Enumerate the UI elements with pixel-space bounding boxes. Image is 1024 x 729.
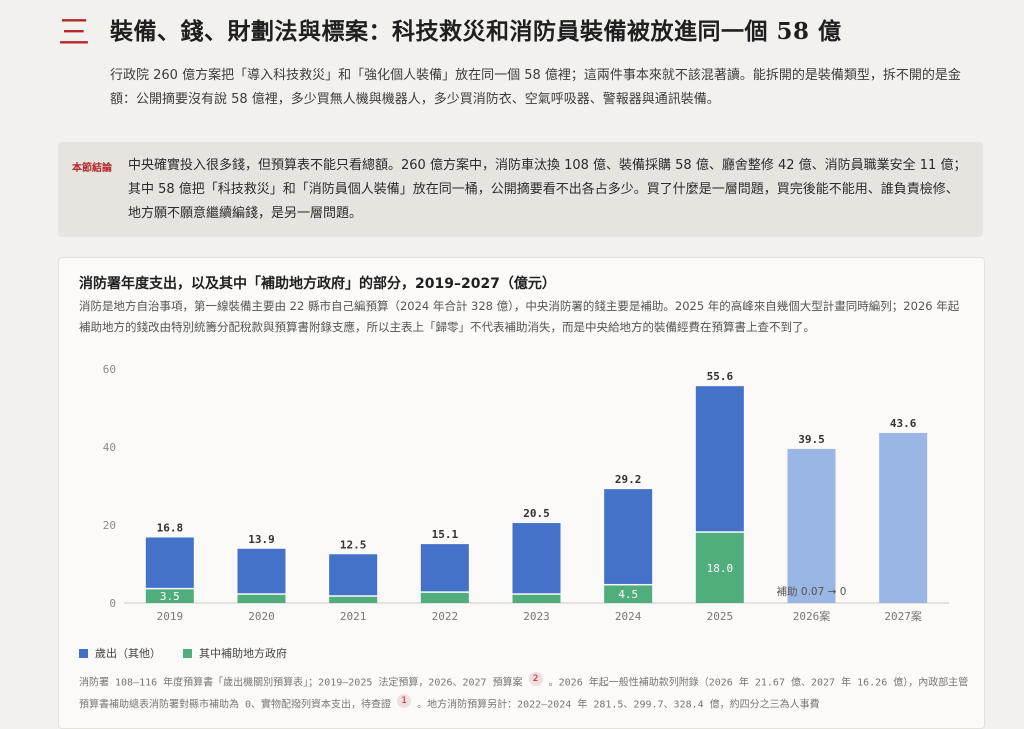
section-number: 三: [58, 13, 91, 51]
bar-subsidy: [695, 532, 744, 603]
bar-projected: [879, 432, 928, 603]
section-header: 三 裝備、錢、財劃法與標案：科技救災和消防員裝備被放進同一個 58 億: [58, 12, 842, 52]
legend-swatch-other: [79, 648, 88, 658]
bar-other: [420, 544, 469, 592]
source-text-1: 消防署 108–116 年度預算書「歲出機關別預算表」；2019–2025 法定…: [79, 677, 523, 689]
bar-other: [145, 537, 194, 588]
summary-text: 中央確實投入很多錢，但預算表不能只看總額。260 億方案中，消防車汰換 108 …: [128, 158, 967, 221]
bar-other: [237, 548, 286, 594]
chart-card: 消防署年度支出，以及其中「補助地方政府」的部分，2019–2027（億元） 消防…: [58, 257, 985, 729]
subsidy-value-label: 3.5: [160, 590, 180, 603]
y-tick-label: 60: [103, 363, 116, 376]
legend-item-subsidy: 其中補助地方政府: [183, 645, 287, 661]
total-value-label: 29.2: [615, 473, 642, 486]
summary-box: 本節結論 中央確實投入很多錢，但預算表不能只看總額。260 億方案中，消防車汰換…: [58, 142, 983, 237]
total-value-label: 12.5: [340, 538, 367, 551]
footnote-ref-1[interactable]: 1: [397, 694, 412, 709]
bar-subsidy: [420, 592, 469, 603]
x-tick-label: 2023: [523, 610, 550, 623]
total-value-label: 55.6: [707, 370, 734, 383]
bar-subsidy: [145, 589, 194, 603]
bar-other: [695, 386, 744, 532]
x-tick-label: 2026案: [793, 609, 831, 623]
y-tick-label: 40: [103, 441, 116, 454]
bar-subsidy: [329, 596, 378, 603]
x-tick-label: 2024: [615, 610, 642, 623]
total-value-label: 15.1: [432, 528, 459, 541]
x-tick-label: 2021: [340, 610, 367, 623]
y-tick-label: 20: [103, 519, 116, 532]
subsidy-annotation: 補助 0.07 → 0: [777, 585, 847, 598]
y-tick-label: 0: [109, 597, 116, 610]
summary-tag: 本節結論: [72, 163, 112, 174]
subsidy-value-label: 4.5: [618, 588, 638, 601]
total-value-label: 20.5: [523, 507, 550, 520]
total-value-label: 43.6: [890, 417, 917, 430]
x-tick-label: 2022: [432, 610, 459, 623]
bar-other: [329, 554, 378, 596]
bar-subsidy: [512, 594, 561, 603]
x-tick-label: 2020: [248, 610, 275, 623]
total-value-label: 16.8: [157, 521, 184, 534]
footnote-ref-2[interactable]: 2: [528, 672, 543, 686]
bar-projected: [787, 448, 836, 603]
legend-label-subsidy: 其中補助地方政府: [199, 647, 287, 660]
legend-swatch-subsidy: [183, 648, 192, 658]
total-value-label: 39.5: [798, 433, 825, 446]
source-text-3: 。地方消防預算另計：2022–2024 年 281.5、299.7、328.4 …: [417, 699, 820, 711]
bar-other: [604, 489, 653, 584]
bar-subsidy: [604, 585, 653, 603]
chart-legend: 歲出（其他） 其中補助地方政府: [79, 645, 309, 661]
section-intro: 行政院 260 億方案把「導入科技救災」和「強化個人裝備」放在同一個 58 億裡…: [110, 68, 961, 107]
total-value-label: 13.9: [248, 533, 275, 546]
section-title: 裝備、錢、財劃法與標案：科技救災和消防員裝備被放進同一個 58 億: [110, 18, 842, 45]
bar-other: [512, 523, 561, 594]
source-text-2: 。2026 年起一般性補助款列附錄（2026 年 21.67 億、2027 年 …: [79, 677, 969, 711]
x-tick-label: 2019: [157, 610, 184, 623]
legend-item-other: 歲出（其他）: [79, 645, 161, 661]
chart-title: 消防署年度支出，以及其中「補助地方政府」的部分，2019–2027（億元）: [79, 276, 556, 292]
x-tick-label: 2027案: [884, 609, 922, 623]
subsidy-value-label: 18.0: [707, 562, 734, 575]
bar-chart: 0 20 40 60 16.8 3.5 2019 13.9 2020 12.5 2021 15.1 20…: [103, 363, 949, 623]
bar-subsidy: [237, 594, 286, 603]
x-tick-label: 2025: [707, 610, 734, 623]
chart-subtitle: 消防是地方自治事項，第一線裝備主要由 22 縣市自己編預算（2024 年合計 3…: [79, 299, 960, 334]
legend-label-other: 歲出（其他）: [95, 647, 161, 660]
chart-source-note: 消防署 108–116 年度預算書「歲出機關別預算表」；2019–2025 法定…: [79, 672, 969, 717]
